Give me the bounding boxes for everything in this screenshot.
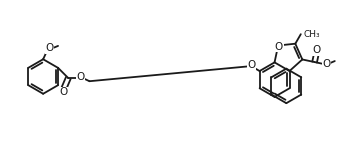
Text: O: O: [275, 42, 283, 52]
Text: O: O: [46, 43, 54, 53]
Text: CH₃: CH₃: [303, 30, 320, 39]
Text: O: O: [77, 72, 85, 82]
Text: O: O: [247, 60, 256, 70]
Text: O: O: [322, 59, 331, 69]
Text: O: O: [313, 45, 321, 55]
Text: O: O: [59, 87, 68, 97]
